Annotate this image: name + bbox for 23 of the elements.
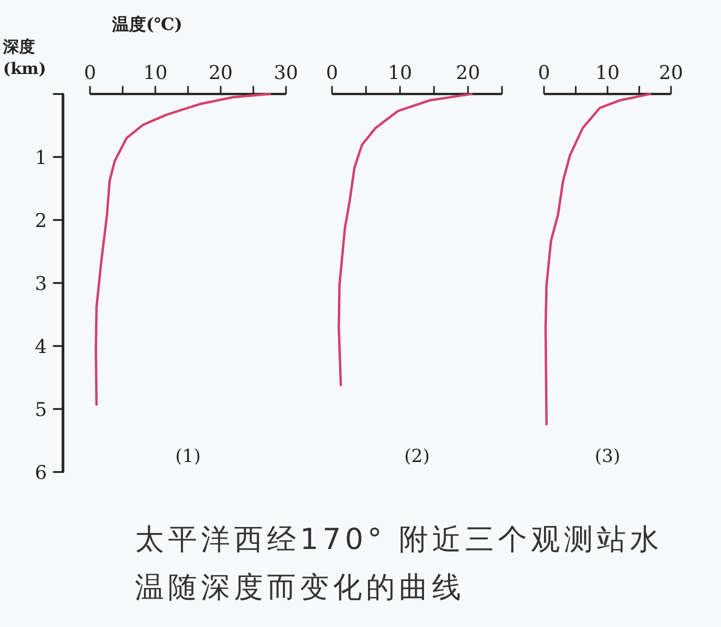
y-tick-label: 4 [34,336,47,358]
text: (3) [594,446,620,467]
x-tick-label: 0 [538,62,550,84]
x-tick-label: 0 [326,62,338,84]
x-axis-title: 温度(℃) [111,15,182,35]
x-tick-label: 10 [388,62,412,84]
x-tick-label: 20 [658,62,684,84]
x-tick-label: 10 [595,62,620,84]
y-tick-label: 5 [34,399,47,421]
y-tick-label: 3 [34,273,47,295]
x-tick-label: 0 [84,62,96,84]
y-tick-label: 2 [34,210,47,232]
y-tick-label: 1 [34,147,47,169]
line-series [94,92,271,406]
y-axis-title: 深度(km) [3,36,48,80]
text: (1) [175,446,201,467]
y-tick-label: 6 [34,462,47,484]
x-tick-label: 10 [143,62,168,84]
text: (2) [404,446,430,467]
x-tick-label: 20 [208,62,233,84]
x-tick-label: 20 [456,62,480,84]
x-tick-label: 30 [274,62,298,84]
text: 太平洋西经170° 附近三个观测站水温随深度而变化的曲线 [135,521,664,606]
